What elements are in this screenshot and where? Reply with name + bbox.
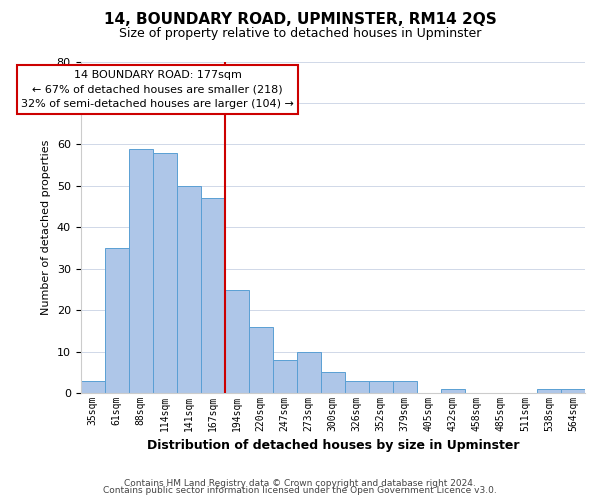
Bar [537, 389, 561, 393]
Bar [369, 380, 393, 393]
Text: Contains public sector information licensed under the Open Government Licence v3: Contains public sector information licen… [103, 486, 497, 495]
Text: Size of property relative to detached houses in Upminster: Size of property relative to detached ho… [119, 28, 481, 40]
Bar [561, 389, 585, 393]
Text: 14 BOUNDARY ROAD: 177sqm
← 67% of detached houses are smaller (218)
32% of semi-: 14 BOUNDARY ROAD: 177sqm ← 67% of detach… [21, 70, 294, 110]
Bar [273, 360, 297, 393]
X-axis label: Distribution of detached houses by size in Upminster: Distribution of detached houses by size … [146, 440, 519, 452]
Bar [225, 290, 249, 393]
Bar [128, 148, 152, 393]
Bar [321, 372, 345, 393]
Bar [249, 327, 273, 393]
Bar [104, 248, 128, 393]
Y-axis label: Number of detached properties: Number of detached properties [41, 140, 51, 315]
Bar [80, 380, 104, 393]
Bar [152, 152, 176, 393]
Bar [200, 198, 225, 393]
Bar [441, 389, 465, 393]
Bar [345, 380, 369, 393]
Bar [297, 352, 321, 393]
Text: 14, BOUNDARY ROAD, UPMINSTER, RM14 2QS: 14, BOUNDARY ROAD, UPMINSTER, RM14 2QS [104, 12, 496, 28]
Bar [393, 380, 417, 393]
Text: Contains HM Land Registry data © Crown copyright and database right 2024.: Contains HM Land Registry data © Crown c… [124, 478, 476, 488]
Bar [176, 186, 200, 393]
